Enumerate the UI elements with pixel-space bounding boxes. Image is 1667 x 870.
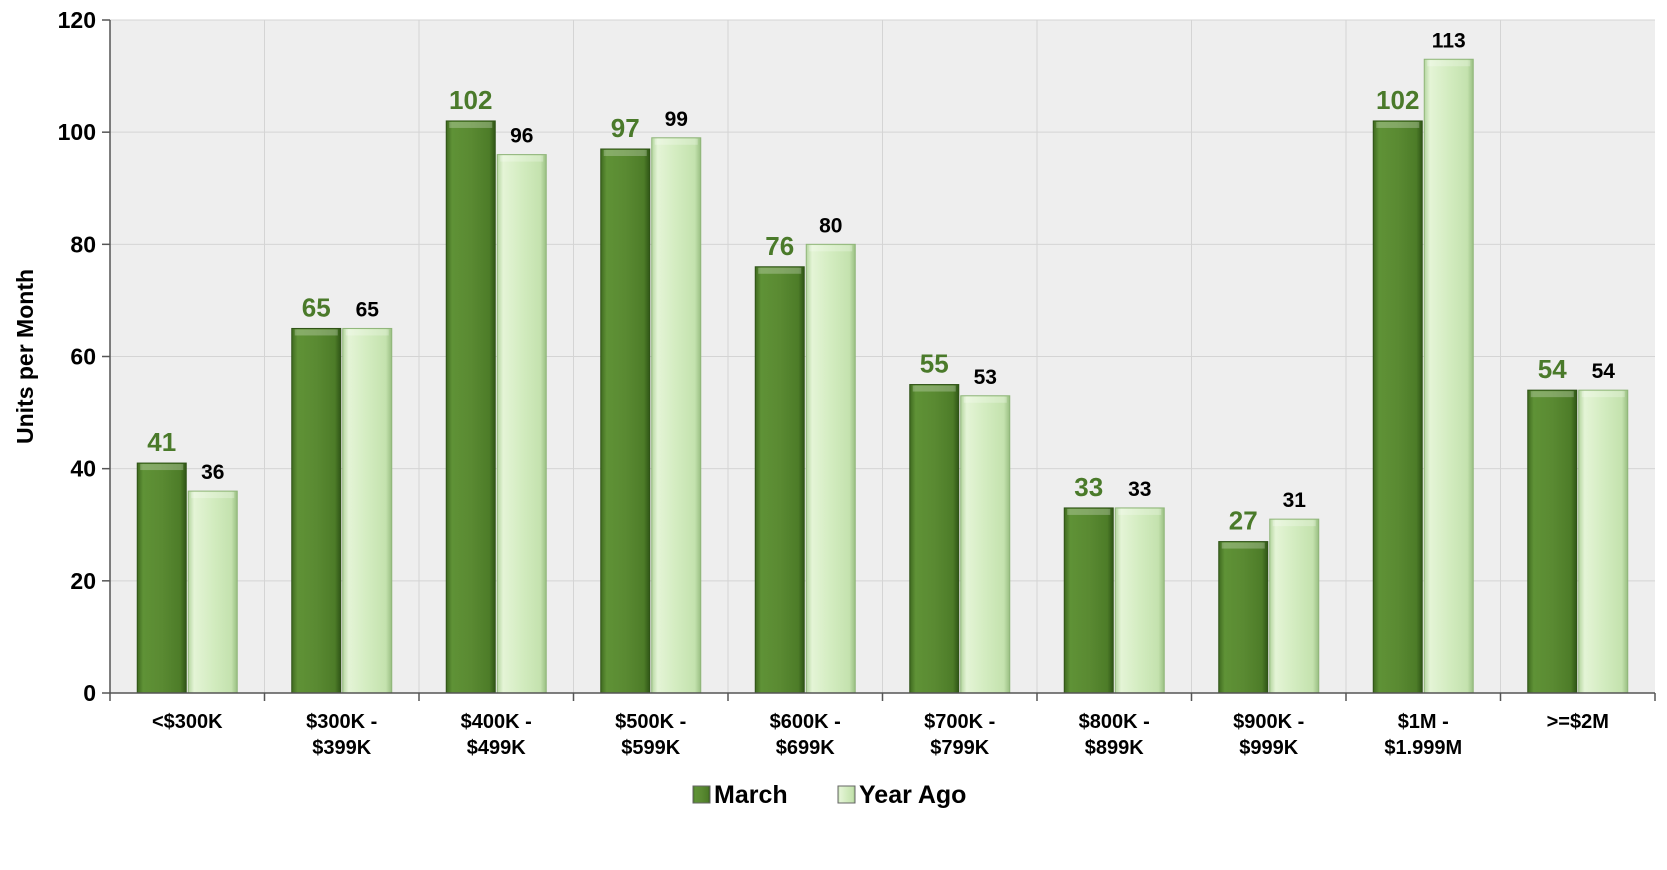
bar-march-bevel	[1530, 391, 1574, 398]
bar-year-ago-bevel	[1427, 60, 1471, 67]
bar-march	[1527, 389, 1578, 694]
x-category-label: $300K -	[306, 711, 377, 733]
x-category-label: $799K	[930, 737, 989, 759]
bar-march-value-label: 54	[1538, 354, 1567, 384]
x-category-label: $599K	[621, 737, 680, 759]
bar-year-ago-bevel	[500, 155, 544, 162]
bar-march-bevel	[1221, 542, 1265, 549]
bar-march-bevel	[1067, 508, 1111, 515]
bar-year-ago	[1578, 389, 1629, 694]
bar-year-ago-value-label: 65	[356, 298, 380, 321]
y-tick-label: 40	[70, 456, 96, 482]
bar-year-ago-bevel	[809, 245, 853, 252]
bar-march	[1218, 541, 1269, 694]
legend-march-label: March	[714, 781, 788, 809]
y-tick-label: 100	[58, 119, 96, 145]
bar-year-ago	[496, 154, 547, 694]
bar-march	[1063, 507, 1114, 694]
x-category-label: $700K -	[924, 711, 995, 733]
x-category-label: $399K	[312, 737, 371, 759]
bar-year-ago-value-label: 80	[819, 214, 842, 237]
y-tick-label: 80	[70, 231, 96, 257]
bar-march	[1372, 120, 1423, 694]
bar-year-ago	[187, 490, 238, 694]
bar-year-ago-bevel	[654, 138, 698, 145]
x-category-label: $400K -	[461, 711, 532, 733]
x-category-label: $899K	[1085, 737, 1144, 759]
bar-march-value-label: 27	[1229, 506, 1258, 536]
bar-year-ago-value-label: 113	[1432, 29, 1466, 52]
bar-march	[909, 384, 960, 694]
bar-march-bevel	[603, 149, 647, 156]
bar-year-ago-bevel	[1581, 391, 1625, 398]
bar-year-ago	[1269, 518, 1320, 694]
bar-year-ago	[960, 395, 1011, 694]
bar-march-value-label: 102	[1376, 85, 1419, 115]
bar-year-ago-bevel	[1272, 520, 1316, 527]
legend-year-ago-swatch	[837, 785, 856, 804]
bar-march-bevel	[1376, 121, 1420, 128]
x-category-label: $1.999M	[1384, 737, 1462, 759]
bar-year-ago-bevel	[963, 396, 1007, 403]
bar-year-ago	[805, 243, 856, 694]
bar-march-bevel	[294, 329, 338, 336]
x-category-label: $900K -	[1233, 711, 1304, 733]
y-axis-title: Units per Month	[12, 269, 38, 444]
legend-march-swatch	[692, 785, 711, 804]
bar-year-ago-value-label: 96	[510, 125, 533, 148]
legend-year-ago-label: Year Ago	[859, 781, 966, 809]
bar-year-ago-bevel	[1118, 508, 1162, 515]
x-category-label: <$300K	[152, 711, 223, 733]
bar-year-ago-value-label: 54	[1592, 360, 1616, 383]
x-category-label: $600K -	[770, 711, 841, 733]
bar-march	[136, 462, 187, 694]
bar-march	[600, 148, 651, 694]
bar-year-ago-value-label: 53	[974, 366, 997, 389]
y-tick-label: 60	[70, 344, 96, 370]
bar-march-bevel	[449, 121, 493, 128]
bar-year-ago-value-label: 33	[1128, 478, 1151, 501]
bar-march-value-label: 55	[920, 349, 949, 379]
x-category-label: >=$2M	[1547, 711, 1609, 733]
bar-year-ago-value-label: 99	[665, 108, 688, 131]
bar-year-ago	[651, 137, 702, 694]
x-category-label: $800K -	[1079, 711, 1150, 733]
bar-year-ago	[342, 327, 393, 694]
x-category-label: $500K -	[615, 711, 686, 733]
bar-march	[291, 327, 342, 694]
bar-year-ago	[1423, 58, 1474, 694]
bar-march-bevel	[758, 267, 802, 274]
bar-year-ago-bevel	[191, 492, 235, 499]
bar-march	[445, 120, 496, 694]
bar-year-ago-value-label: 31	[1283, 489, 1307, 512]
x-category-label: $999K	[1239, 737, 1298, 759]
bar-march-value-label: 97	[611, 113, 640, 143]
y-tick-label: 20	[70, 568, 96, 594]
bar-march-value-label: 102	[449, 85, 492, 115]
bar-march-value-label: 41	[147, 427, 176, 457]
bar-march-value-label: 76	[765, 231, 794, 261]
x-category-label: $699K	[776, 737, 835, 759]
bar-year-ago-value-label: 36	[201, 461, 224, 484]
bar-year-ago-bevel	[345, 329, 389, 336]
bar-march-value-label: 33	[1074, 472, 1103, 502]
y-tick-label: 0	[83, 680, 96, 706]
bar-march-value-label: 65	[302, 292, 331, 322]
y-tick-label: 120	[58, 7, 96, 33]
x-category-label: $1M -	[1398, 711, 1449, 733]
bar-year-ago	[1114, 507, 1165, 694]
bar-march	[754, 266, 805, 694]
bar-march-bevel	[140, 464, 184, 471]
bar-march-bevel	[912, 385, 956, 392]
x-category-label: $499K	[467, 737, 526, 759]
